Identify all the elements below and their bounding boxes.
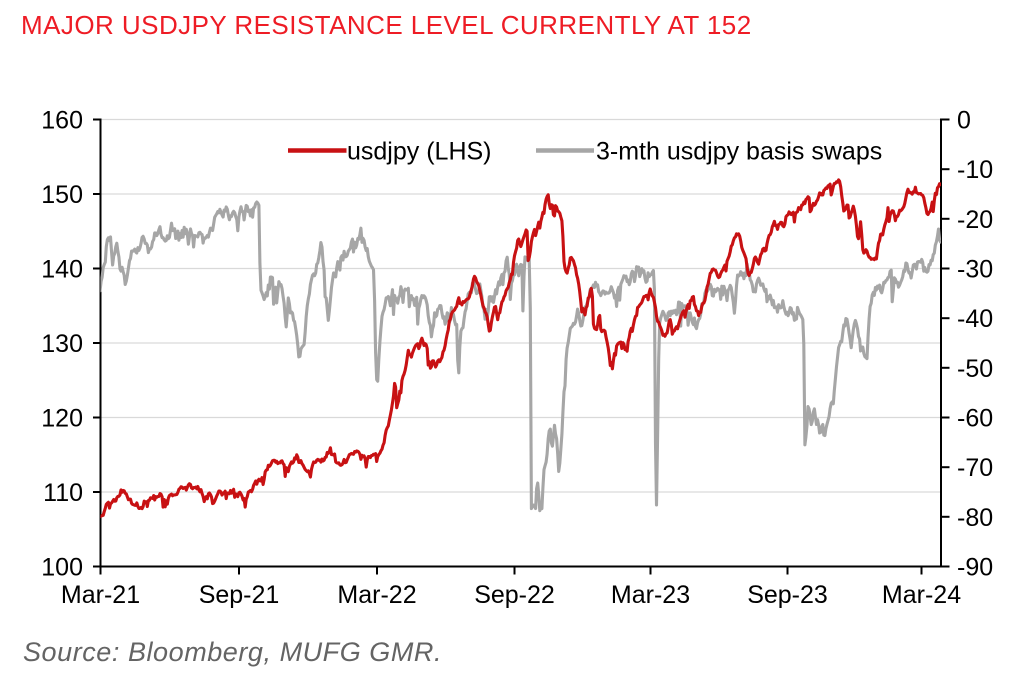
svg-text:120: 120 <box>41 405 83 433</box>
svg-text:Sep-23: Sep-23 <box>747 581 828 609</box>
svg-text:0: 0 <box>957 107 971 135</box>
svg-text:140: 140 <box>41 256 83 284</box>
svg-text:130: 130 <box>41 330 83 358</box>
svg-text:usdjpy (LHS): usdjpy (LHS) <box>347 138 492 166</box>
svg-text:Mar-21: Mar-21 <box>61 581 140 609</box>
svg-text:-90: -90 <box>957 554 993 582</box>
svg-text:-10: -10 <box>957 156 993 184</box>
svg-text:-20: -20 <box>957 206 993 234</box>
svg-text:-30: -30 <box>957 256 993 284</box>
svg-text:Mar-23: Mar-23 <box>611 581 690 609</box>
svg-text:150: 150 <box>41 181 83 209</box>
svg-text:3-mth usdjpy basis swaps: 3-mth usdjpy basis swaps <box>596 138 882 166</box>
svg-text:Source: Bloomberg, MUFG GMR.: Source: Bloomberg, MUFG GMR. <box>23 637 442 667</box>
svg-text:-50: -50 <box>957 355 993 383</box>
svg-text:-40: -40 <box>957 305 993 333</box>
svg-text:Mar-24: Mar-24 <box>882 581 961 609</box>
svg-text:-70: -70 <box>957 454 993 482</box>
svg-text:160: 160 <box>41 107 83 135</box>
svg-text:MAJOR USDJPY RESISTANCE LEVEL: MAJOR USDJPY RESISTANCE LEVEL CURRENTLY … <box>21 10 752 40</box>
svg-text:110: 110 <box>43 479 83 507</box>
svg-text:Mar-22: Mar-22 <box>337 581 416 609</box>
svg-text:Sep-22: Sep-22 <box>474 581 555 609</box>
svg-text:-60: -60 <box>957 405 993 433</box>
svg-text:-80: -80 <box>957 504 993 532</box>
svg-text:100: 100 <box>41 554 83 582</box>
svg-text:Sep-21: Sep-21 <box>199 581 280 609</box>
